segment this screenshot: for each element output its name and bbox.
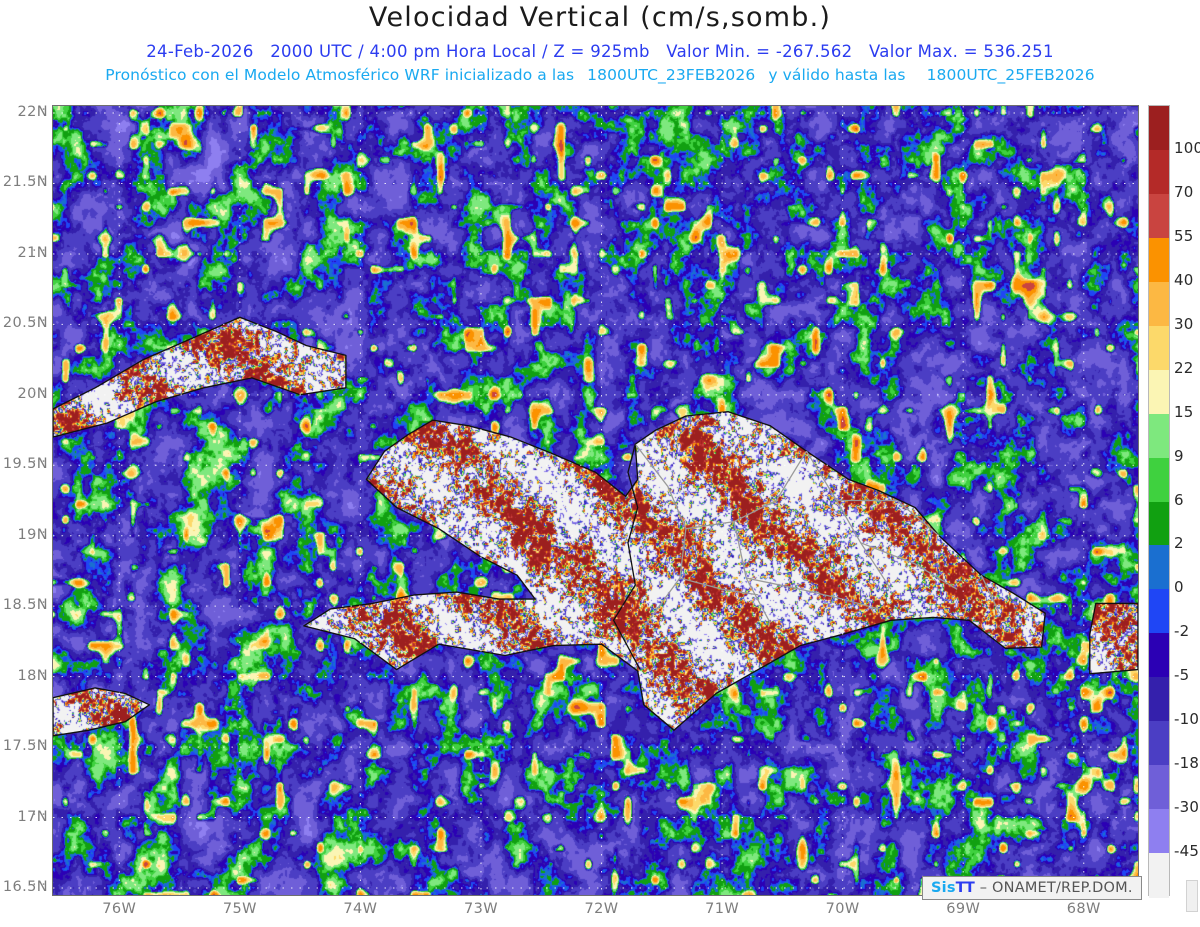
lat-lon-gridlines (53, 106, 1138, 895)
y-axis-tick-mark: · · (32, 595, 46, 612)
colorbar-tick-label: 15 (1174, 402, 1194, 421)
colorbar-tick-label: 0 (1174, 578, 1184, 597)
x-axis-tick-label: 73W (463, 901, 498, 917)
colorbar-tick-label: 30 (1174, 314, 1194, 333)
colorbar-band (1149, 193, 1169, 239)
x-axis-tick-label: 68W (1066, 901, 1101, 917)
colorbar-band (1149, 765, 1169, 810)
attribution-org: – ONAMET/REP.DOM. (980, 880, 1133, 896)
forecast-date: 24-Feb-2026 (146, 42, 254, 61)
colorbar-tick-label: 55 (1174, 226, 1194, 245)
y-axis-tick-label: 19N (17, 526, 48, 543)
y-axis-tick-label: 18N (17, 667, 48, 684)
colorbar-band (1149, 325, 1169, 371)
map-plot-area (53, 106, 1138, 895)
forecast-meta-line: 24-Feb-2026 2000 UTC / 4:00 pm Hora Loca… (146, 42, 1054, 61)
y-axis-tick-mark: · · (32, 172, 46, 189)
page-title: Velocidad Vertical (cm/s,somb.) (368, 2, 832, 33)
colorbar-band (1149, 369, 1169, 415)
colorbar-band (1149, 633, 1169, 678)
colorbar-tick-label: -5 (1174, 666, 1190, 685)
colorbar-tick-label: 40 (1174, 270, 1194, 289)
colorbar-band (1149, 457, 1169, 503)
y-axis-tick-label: 19.5N (2, 456, 48, 473)
colorbar-band (1149, 853, 1169, 898)
x-axis-tick-label: 69W (946, 901, 981, 917)
valid-time: 1800UTC_25FEB2026 (926, 66, 1095, 84)
colorbar-tick-label: -18 (1174, 754, 1200, 773)
y-axis-tick-label: 17.5N (2, 738, 48, 755)
colorbar (1148, 105, 1170, 898)
min-value-label: Valor Min. = (666, 42, 771, 61)
colorbar-tick-label: 6 (1174, 490, 1184, 509)
y-axis-tick-mark: · · (32, 454, 46, 471)
forecast-level: Z = 925mb (553, 42, 650, 61)
colorbar-tick-label: -30 (1174, 798, 1200, 817)
colorbar-band (1149, 237, 1169, 283)
sis-logo-text: Sis (931, 880, 956, 896)
scrollbar-thumb[interactable] (1186, 880, 1198, 912)
model-description: Pronóstico con el Modelo Atmosférico WRF… (105, 66, 575, 84)
colorbar-band (1149, 106, 1169, 151)
max-value: 536.251 (983, 42, 1054, 61)
forecast-local-time: 4:00 pm Hora Local (369, 42, 537, 61)
colorbar-band (1149, 677, 1169, 722)
colorbar-band (1149, 809, 1169, 854)
y-axis-tick-label: 18.5N (2, 597, 48, 614)
colorbar-tick-label: 9 (1174, 446, 1184, 465)
coastline-overlay (53, 316, 1138, 737)
x-axis-tick-label: 75W (222, 901, 257, 917)
colorbar-band (1149, 281, 1169, 327)
valid-text: y válido hasta las (768, 66, 906, 84)
min-value: -267.562 (775, 42, 853, 61)
y-axis-tick-label: 22N (17, 104, 48, 121)
y-axis-tick-label: 17N (17, 808, 48, 825)
x-axis-tick-label: 76W (102, 901, 137, 917)
colorbar-band (1149, 149, 1169, 195)
y-axis-tick-label: 20.5N (2, 315, 48, 332)
attribution-org-text: ONAMET/REP.DOM. (992, 880, 1133, 896)
tt-logo-text: TT (955, 880, 975, 896)
colorbar-tick-label: -10 (1174, 710, 1200, 729)
x-axis-tick-label: 72W (584, 901, 619, 917)
y-axis-tick-mark: · · (32, 242, 46, 259)
colorbar-tick-label: -45 (1174, 842, 1200, 861)
x-axis-tick-label: 74W (343, 901, 378, 917)
y-axis-tick-label: 20N (17, 385, 48, 402)
y-axis-tick-mark: · · (32, 524, 46, 541)
colorbar-band (1149, 589, 1169, 634)
init-time: 1800UTC_23FEB2026 (587, 66, 756, 84)
colorbar-band (1149, 545, 1169, 590)
y-axis-tick-mark: · · (32, 665, 46, 682)
y-axis-tick-mark: · · (32, 383, 46, 400)
attribution-badge: Sis TT – ONAMET/REP.DOM. (922, 876, 1142, 900)
forecast-utc-time: 2000 UTC (270, 42, 353, 61)
attribution-dash: – (979, 880, 988, 896)
y-axis-tick-label: 21N (17, 244, 48, 261)
colorbar-band (1149, 501, 1169, 547)
vertical-velocity-shading (53, 106, 1138, 895)
colorbar-band (1149, 721, 1169, 766)
y-axis-tick-mark: · · (32, 876, 46, 893)
y-axis-tick-mark: · · (32, 736, 46, 753)
y-axis-tick-label: 21.5N (2, 174, 48, 191)
colorbar-tick-label: 70 (1174, 182, 1194, 201)
y-axis-tick-label: 16.5N (2, 878, 48, 895)
y-axis-tick-mark: · · (32, 102, 46, 119)
max-value-label: Valor Max. = (869, 42, 978, 61)
y-axis-tick-mark: · · (32, 806, 46, 823)
model-description-line: Pronóstico con el Modelo Atmosférico WRF… (0, 66, 1200, 84)
colorbar-tick-label: 100 (1174, 138, 1200, 157)
y-axis-tick-mark: · · (32, 313, 46, 330)
colorbar-band (1149, 413, 1169, 459)
colorbar-tick-label: 22 (1174, 358, 1194, 377)
colorbar-tick-label: 2 (1174, 534, 1184, 553)
colorbar-tick-label: -2 (1174, 622, 1190, 641)
x-axis-tick-label: 71W (705, 901, 740, 917)
x-axis-tick-label: 70W (825, 901, 860, 917)
